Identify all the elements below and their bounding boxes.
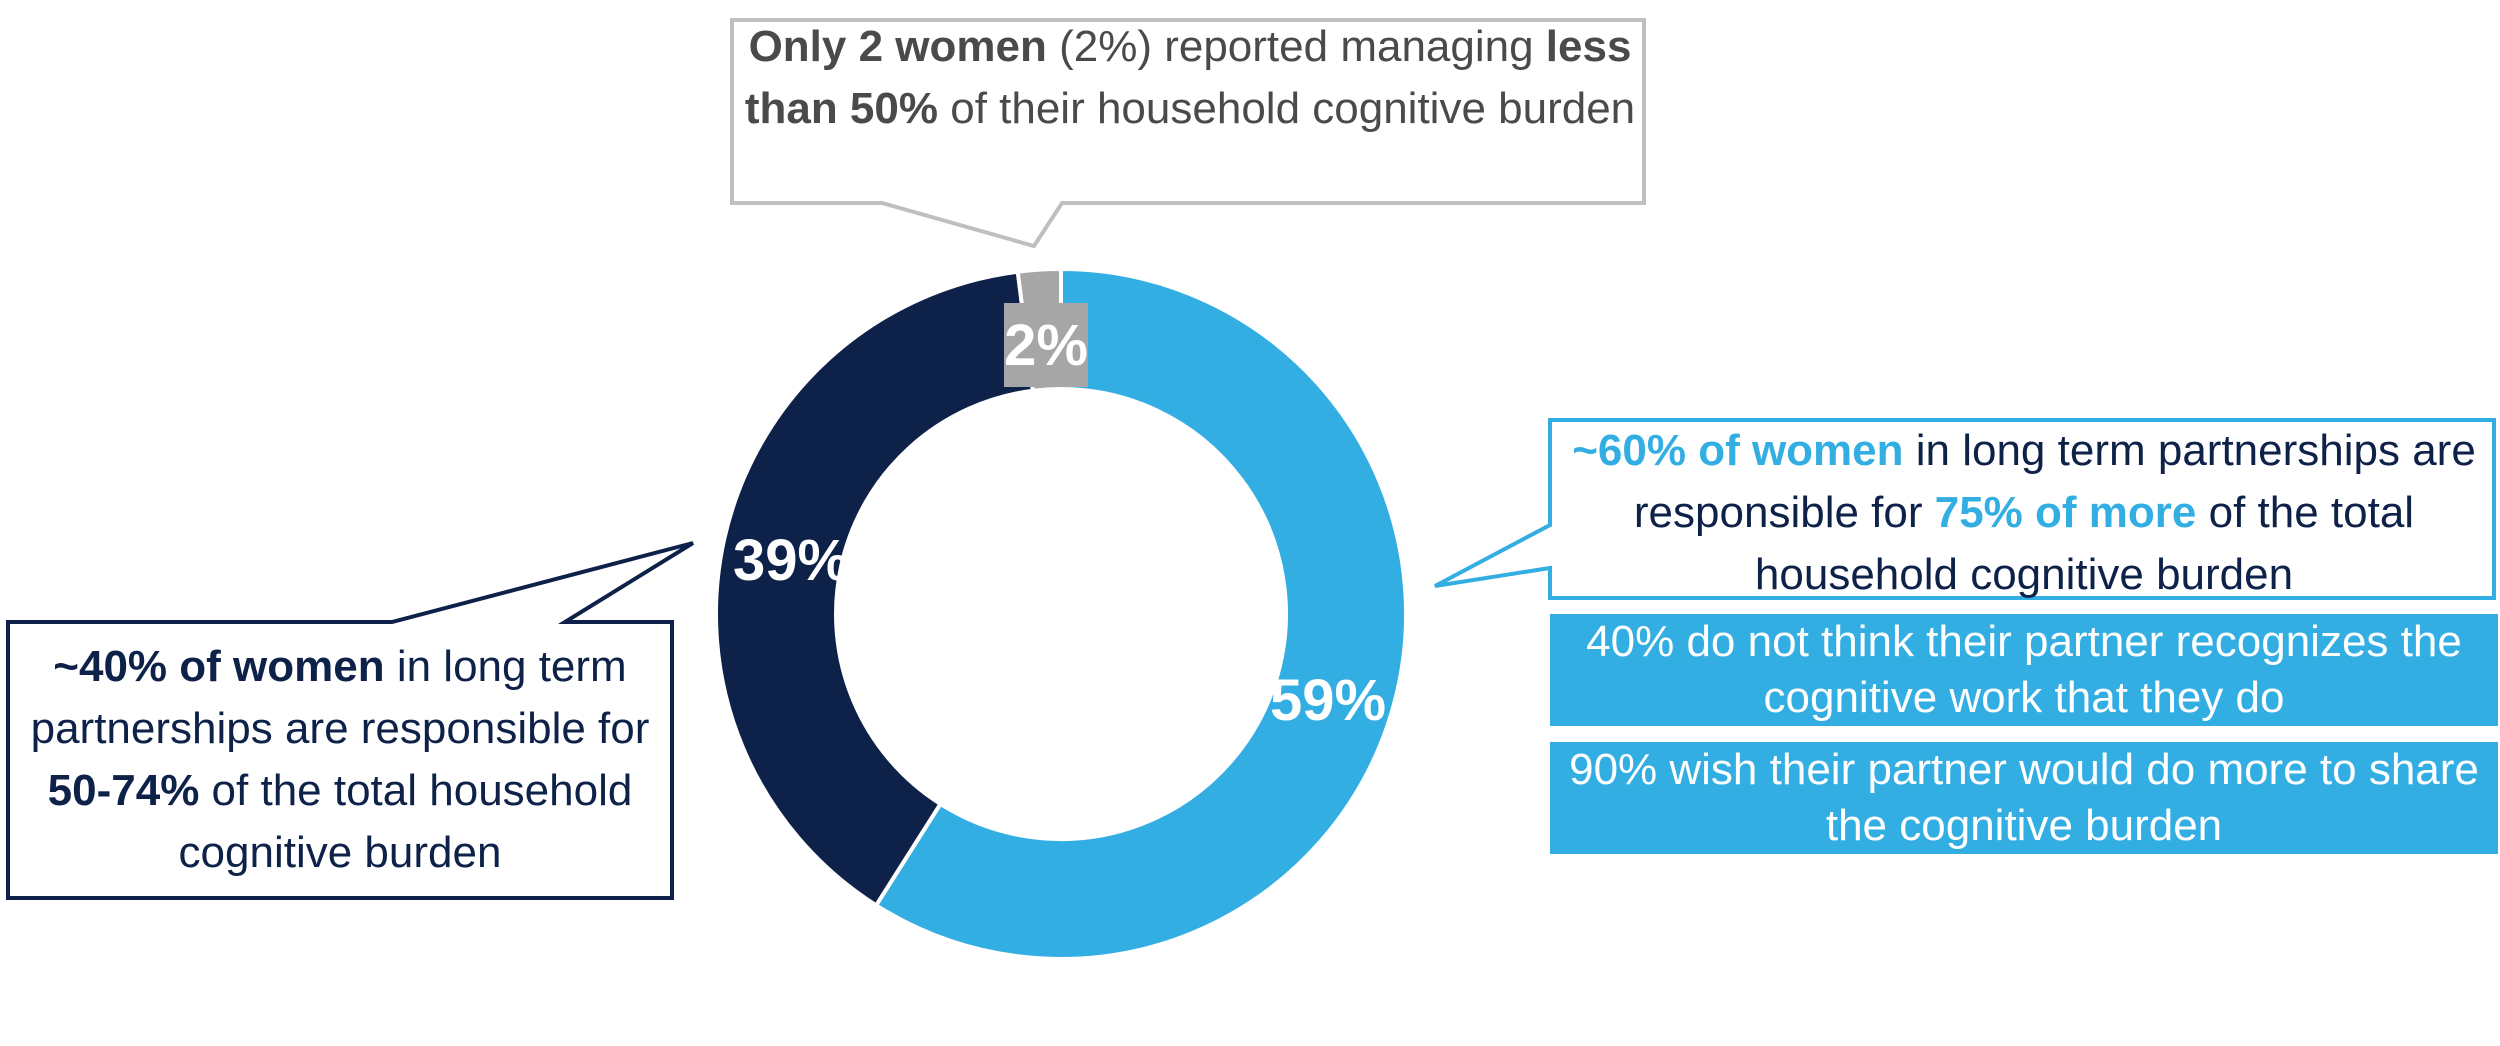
small-slice-label-bg (1004, 303, 1088, 387)
top-callout-bubble (730, 18, 1646, 249)
donut-chart: 59% 39% 2% (714, 266, 1408, 961)
slice-label-2: 2% (1004, 313, 1088, 378)
right-callout-text: ~60% of women in long term partnerships … (1556, 420, 2492, 606)
donut-slice-39 (714, 269, 1036, 909)
top-part-0: Only 2 women (748, 22, 1047, 71)
left-part-0: ~40% of women (53, 642, 385, 691)
donut-slice-59 (873, 266, 1408, 961)
left-callout-text: ~40% of women in long term partnerships … (12, 636, 668, 884)
right-part-3: of the total household cognitive burden (1754, 488, 2415, 599)
fact-box-share: 90% wish their partner would do more to … (1550, 742, 2498, 854)
left-part-1: in long term partnerships are responsibl… (30, 642, 650, 753)
right-part-2: 75% of more (1934, 488, 2197, 537)
fact-recognition-text: 40% do not think their partner recognize… (1586, 617, 2462, 722)
left-part-3: of the total household cognitive burden (178, 766, 633, 877)
right-callout-bubble (1434, 418, 2496, 600)
slice-label-59: 59% (1270, 668, 1386, 733)
slice-label-39: 39% (733, 528, 849, 593)
left-part-2: 50-74% (47, 766, 200, 815)
top-part-2: less than 50% (744, 22, 1632, 133)
top-part-3: of their household cognitive burden (938, 84, 1636, 133)
left-callout-bubble (6, 541, 695, 900)
top-part-1: (2%) reported managing (1046, 22, 1546, 71)
fact-share-text: 90% wish their partner would do more to … (1569, 745, 2479, 850)
top-callout-text: Only 2 women (2%) reported managing less… (736, 16, 1644, 140)
callout-bubbles (6, 18, 2496, 900)
right-part-0: ~60% of women (1572, 426, 1904, 475)
fact-box-recognition: 40% do not think their partner recognize… (1550, 614, 2498, 726)
right-part-1: in long term partnerships are responsibl… (1633, 426, 2476, 537)
